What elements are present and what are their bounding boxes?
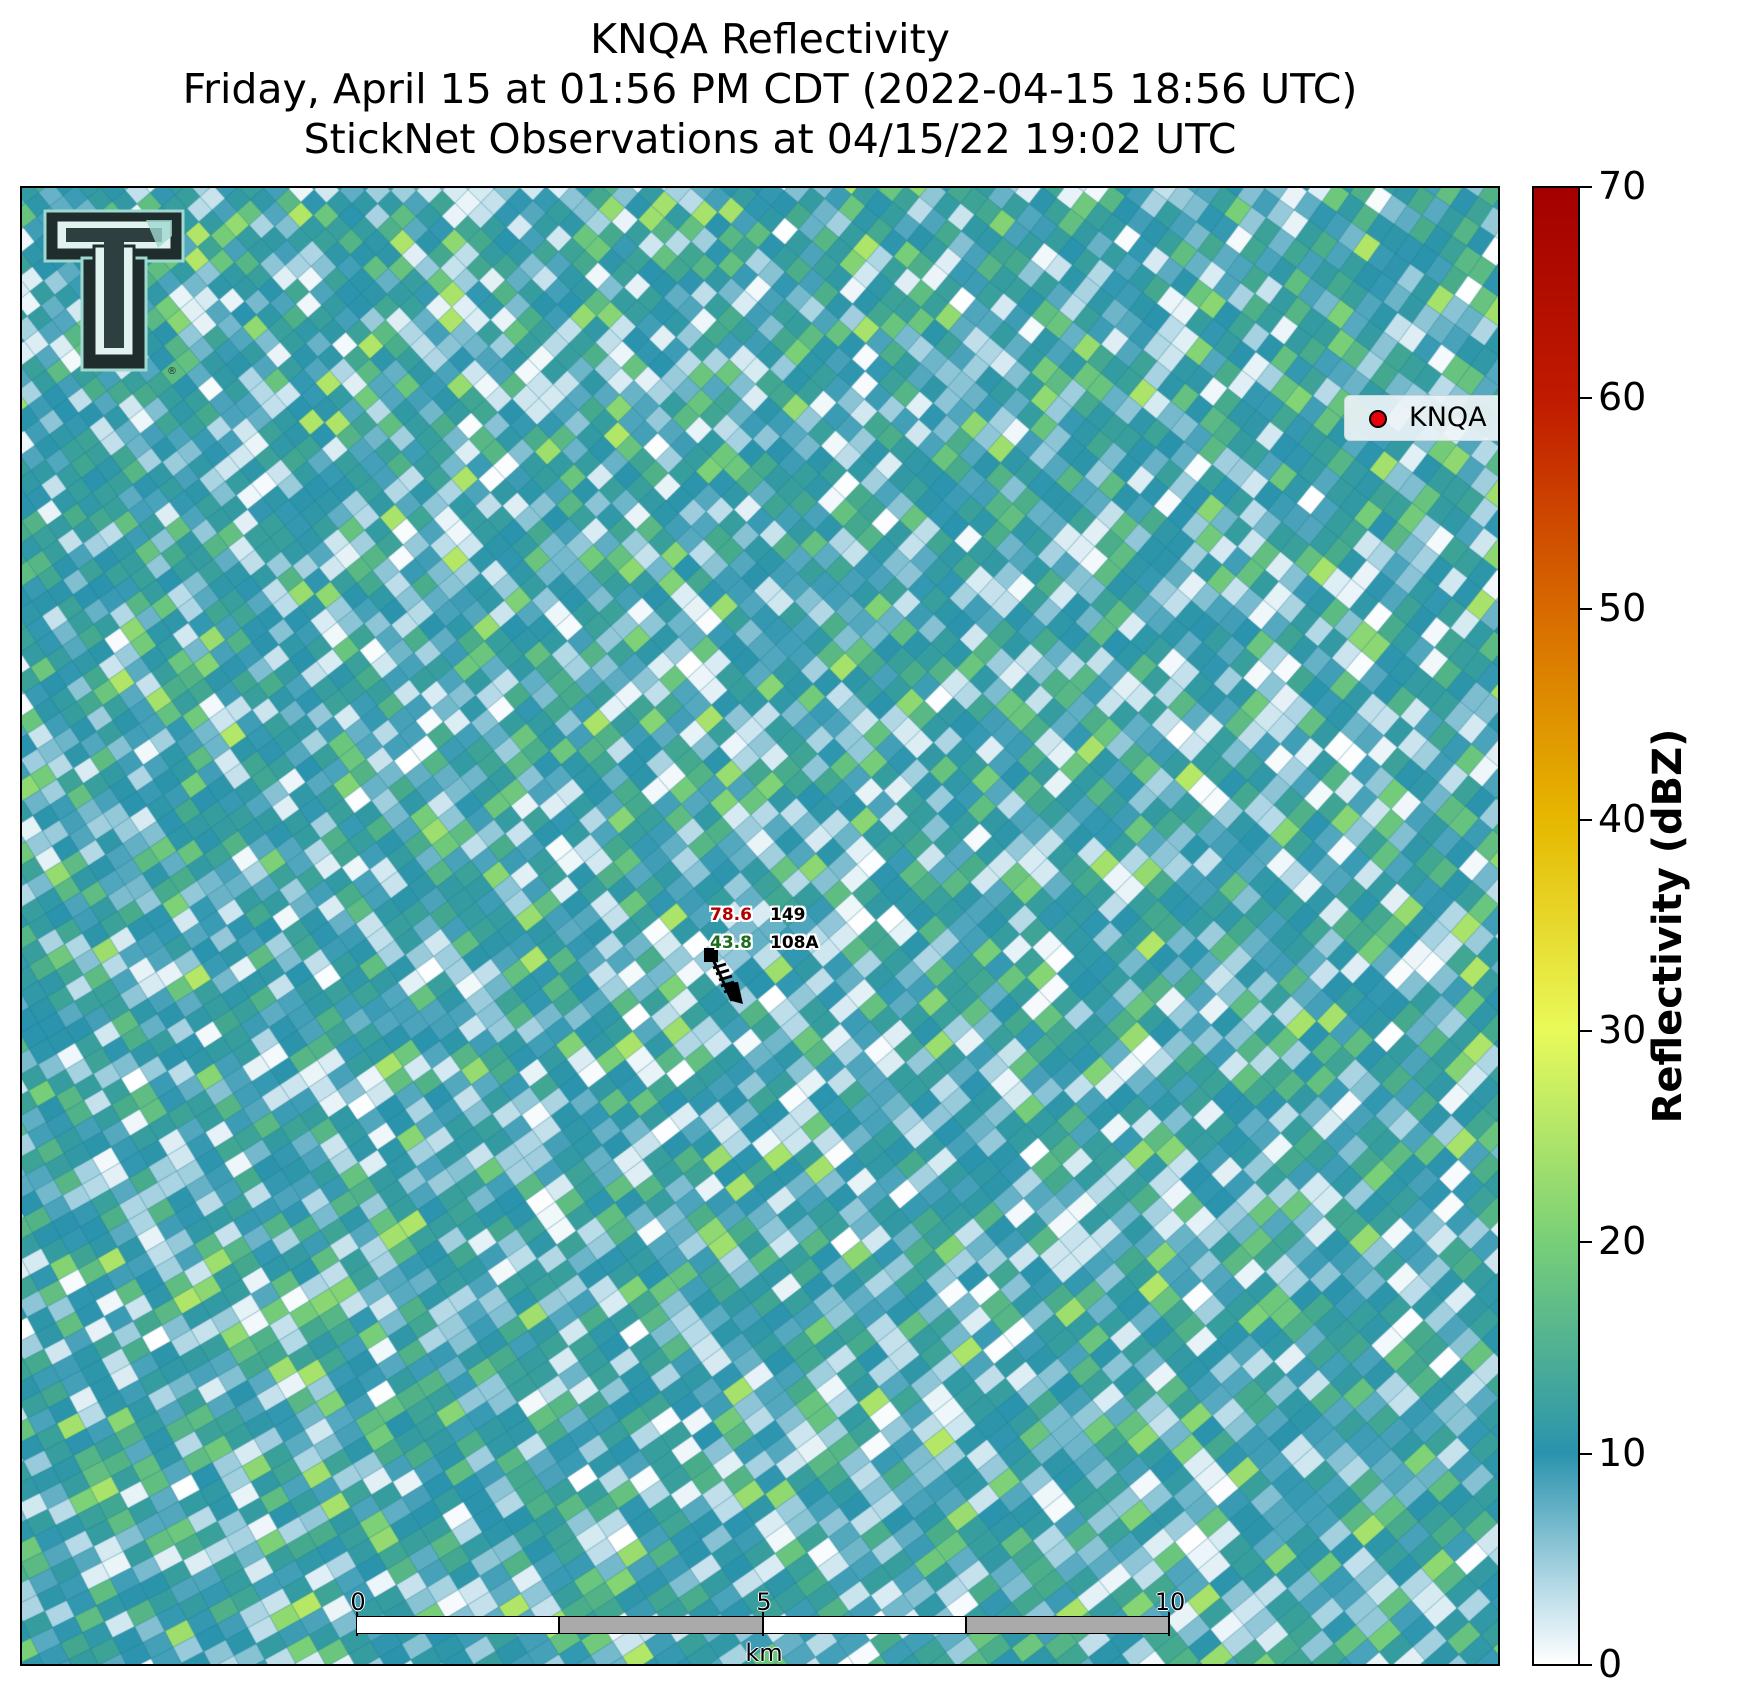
cb-label-10: 10 [1598, 1431, 1647, 1475]
cb-label-40: 40 [1598, 797, 1647, 841]
cb-tick-50 [1580, 608, 1592, 610]
double-t-icon [43, 209, 185, 372]
cb-label-50: 50 [1598, 586, 1647, 630]
scalebar-segment-3 [763, 1616, 966, 1634]
cb-tick-60 [1580, 397, 1592, 399]
legend-label: KNQA [1409, 402, 1487, 433]
station-dewpoint: 43.8 [710, 933, 752, 953]
wind-barb-pennant-icon [724, 982, 743, 1004]
title-observations: StickNet Observations at 04/15/22 19:02 … [303, 115, 1237, 163]
registered-mark: ® [167, 366, 177, 377]
colorbar [1532, 186, 1580, 1666]
radar-map[interactable]: ® KNQA 78.6 149 43.8 108A 0 5 10 km [20, 186, 1500, 1666]
cb-tick-30 [1580, 1030, 1592, 1032]
cb-label-20: 20 [1598, 1219, 1647, 1263]
cb-tick-70 [1580, 186, 1592, 188]
station-pressure: 149 [770, 905, 806, 925]
scalebar-label-10: 10 [1154, 1588, 1186, 1616]
title-datetime: Friday, April 15 at 01:56 PM CDT (2022-0… [182, 65, 1358, 113]
scalebar-unit: km [745, 1639, 783, 1666]
station-id: 108A [770, 933, 819, 953]
cb-tick-20 [1580, 1241, 1592, 1243]
station-temperature: 78.6 [710, 905, 752, 925]
cb-tick-0 [1580, 1664, 1592, 1666]
plot-title: KNQA Reflectivity Friday, April 15 at 01… [20, 14, 1520, 164]
map-legend: KNQA [1344, 395, 1498, 441]
reflectivity-field [22, 188, 1498, 1664]
cb-label-30: 30 [1598, 1008, 1647, 1052]
colorbar-title: Reflectivity (dBZ) [1645, 728, 1691, 1124]
scalebar-label-0: 0 [350, 1588, 366, 1616]
radar-site-marker-icon [1369, 410, 1387, 428]
cb-tick-10 [1580, 1453, 1592, 1455]
scalebar-label-5: 5 [756, 1588, 772, 1616]
station-plot[interactable] [662, 908, 812, 1018]
cb-label-0: 0 [1598, 1642, 1623, 1686]
title-radar: KNQA Reflectivity [590, 15, 950, 63]
cb-tick-40 [1580, 819, 1592, 821]
cb-label-70: 70 [1598, 164, 1647, 208]
scalebar-segment-1 [356, 1616, 559, 1634]
scalebar-tick-10 [1168, 1612, 1170, 1636]
scalebar-segment-4 [966, 1616, 1169, 1634]
texas-tech-logo: ® [43, 209, 185, 377]
scalebar-segment-2 [559, 1616, 763, 1634]
cb-label-60: 60 [1598, 375, 1647, 419]
